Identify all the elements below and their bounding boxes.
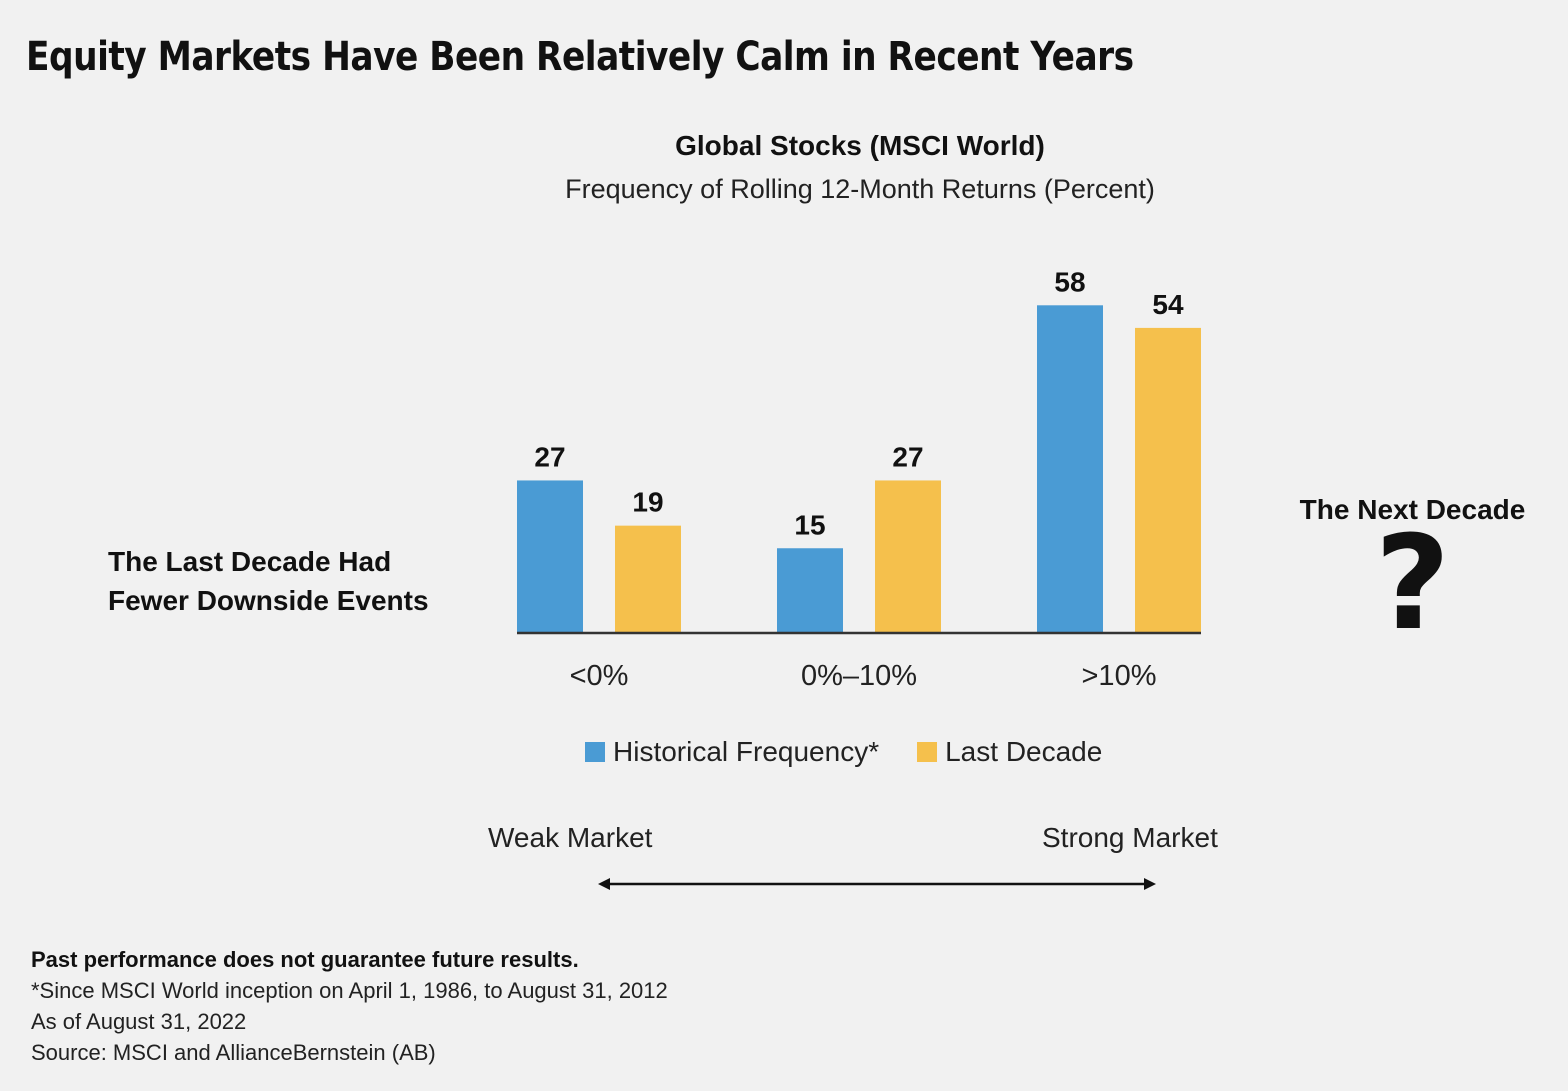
- bar-last-decade-above-ten: [1135, 327, 1201, 633]
- footnotes: Past performance does not guarantee futu…: [31, 944, 668, 1068]
- chart-legend: Historical Frequency* Last Decade: [585, 736, 1140, 768]
- data-label-historical-above-ten: 58: [1054, 266, 1085, 297]
- legend-item-historical: Historical Frequency*: [585, 736, 879, 768]
- x-tick-label-above-ten: >10%: [1082, 660, 1157, 692]
- chart-subtitle: Frequency of Rolling 12-Month Returns (P…: [565, 174, 1155, 204]
- arrow-left-head: [598, 878, 610, 890]
- last-decade-annotation: The Last Decade Had Fewer Downside Event…: [108, 542, 429, 620]
- strong-market-label: Strong Market: [1042, 822, 1218, 853]
- page-title: Equity Markets Have Been Relatively Calm…: [26, 34, 1134, 80]
- bar-historical-above-ten: [1037, 305, 1103, 633]
- next-decade-label: The Next Decade: [1299, 494, 1526, 525]
- weak-market-label: Weak Market: [488, 822, 653, 853]
- as-of-date: As of August 31, 2022: [31, 1009, 247, 1034]
- legend-swatch-historical: [585, 742, 605, 762]
- legend-item-last-decade: Last Decade: [917, 736, 1102, 768]
- chart-title: Global Stocks (MSCI World): [675, 130, 1045, 161]
- legend-swatch-last-decade: [917, 742, 938, 762]
- data-label-historical-zero-to-ten: 15: [794, 509, 825, 540]
- data-label-last-decade-below-zero: 19: [632, 487, 663, 518]
- legend-label-last-decade: Last Decade: [945, 736, 1103, 767]
- data-label-last-decade-zero-to-ten: 27: [892, 441, 923, 472]
- legend-label-historical: Historical Frequency*: [613, 736, 880, 767]
- last-decade-annotation-line1: The Last Decade Had: [108, 546, 392, 577]
- source-note: Source: MSCI and AllianceBernstein (AB): [31, 1040, 436, 1065]
- bar-historical-below-zero: [517, 480, 583, 633]
- bar-last-decade-below-zero: [615, 525, 681, 633]
- x-tick-label-zero-to-ten: 0%–10%: [801, 660, 917, 692]
- inception-note: *Since MSCI World inception on April 1, …: [31, 978, 668, 1003]
- market-direction-arrow: [598, 878, 1156, 890]
- last-decade-annotation-line2: Fewer Downside Events: [108, 585, 429, 616]
- question-mark-icon: ?: [1374, 507, 1451, 659]
- bar-chart: 27 19 <0% 15 27 0%–10% 58 54 >10%: [517, 266, 1201, 692]
- x-tick-label-below-zero: <0%: [570, 660, 629, 692]
- bar-last-decade-zero-to-ten: [875, 480, 941, 633]
- disclaimer: Past performance does not guarantee futu…: [31, 947, 579, 972]
- bar-historical-zero-to-ten: [777, 548, 843, 633]
- data-label-historical-below-zero: 27: [534, 441, 565, 472]
- arrow-right-head: [1144, 878, 1156, 890]
- data-label-last-decade-above-ten: 54: [1152, 289, 1184, 320]
